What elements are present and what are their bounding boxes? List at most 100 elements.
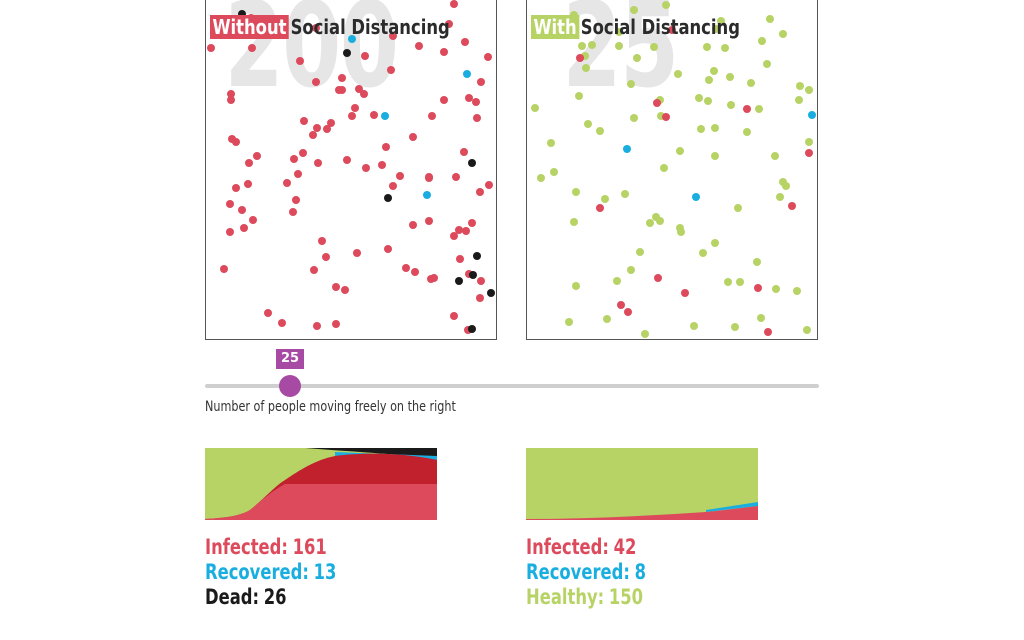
- infected-person-dot: [331, 283, 340, 292]
- infected-person-dot: [312, 78, 321, 87]
- healthy-person-dot: [710, 66, 719, 75]
- dead-person-dot: [343, 49, 352, 58]
- infected-person-dot: [450, 311, 459, 320]
- infected-person-dot: [352, 248, 361, 257]
- healthy-person-dot: [775, 193, 784, 202]
- healthy-person-dot: [771, 151, 780, 160]
- infected-person-dot: [654, 274, 663, 283]
- stats-without-distancing: Infected: 161 Recovered: 13 Dead: 26: [205, 535, 373, 610]
- infected-person-dot: [331, 320, 340, 329]
- infected-person-dot: [472, 114, 481, 123]
- stats-with-distancing: Infected: 42 Recovered: 8 Healthy: 150: [526, 535, 680, 610]
- infected-person-dot: [389, 182, 398, 190]
- healthy-person-dot: [549, 168, 558, 177]
- infected-person-dot: [763, 327, 772, 336]
- infected-person-dot: [596, 204, 605, 213]
- healthy-person-dot: [695, 94, 704, 103]
- infected-person-dot: [624, 307, 632, 316]
- infected-person-dot: [327, 118, 336, 127]
- infected-person-dot: [369, 110, 378, 119]
- healthy-person-dot: [766, 15, 775, 24]
- infected-person-dot: [294, 170, 303, 179]
- healthy-person-dot: [583, 119, 592, 128]
- healthy-person-dot: [659, 163, 668, 172]
- infected-person-dot: [291, 195, 300, 204]
- healthy-person-dot: [564, 317, 573, 326]
- infected-person-dot: [460, 147, 469, 156]
- healthy-person-dot: [615, 27, 624, 36]
- infected-person-dot: [440, 48, 449, 56]
- infected-person-dot: [313, 322, 322, 331]
- infected-person-dot: [338, 86, 347, 95]
- healthy-person-dot: [612, 277, 621, 286]
- healthy-person-dot: [600, 194, 609, 203]
- dead-person-dot: [237, 9, 246, 18]
- healthy-person-dot: [673, 69, 682, 78]
- healthy-stat: Healthy: 150: [526, 585, 644, 609]
- infected-person-dot: [804, 148, 813, 157]
- dead-person-dot: [486, 288, 495, 297]
- title-tag-with: With: [531, 15, 580, 39]
- healthy-person-dot: [772, 284, 781, 293]
- healthy-person-dot: [779, 29, 788, 38]
- infected-person-dot: [310, 265, 319, 274]
- healthy-person-dot: [710, 238, 719, 247]
- healthy-person-dot: [698, 249, 707, 258]
- healthy-person-dot: [629, 6, 638, 15]
- healthy-person-dot: [652, 213, 661, 222]
- infected-person-dot: [395, 172, 404, 181]
- healthy-person-dot: [726, 100, 735, 109]
- healthy-person-dot: [574, 91, 583, 100]
- infected-person-dot: [408, 221, 417, 230]
- healthy-person-dot: [710, 123, 719, 132]
- infected-person-dot: [322, 125, 331, 134]
- healthy-person-dot: [723, 278, 732, 287]
- infected-person-dot: [444, 20, 453, 29]
- slider-track[interactable]: [205, 384, 819, 388]
- healthy-person-dot: [703, 42, 712, 51]
- infected-person-dot: [408, 133, 417, 142]
- healthy-person-dot: [676, 228, 685, 237]
- infected-person-dot: [475, 187, 484, 196]
- healthy-person-dot: [763, 60, 772, 69]
- healthy-person-dot: [795, 95, 804, 104]
- infected-person-dot: [289, 207, 298, 216]
- title-text: Social Distancing: [290, 15, 450, 39]
- recovered-stat: Recovered: 13: [205, 560, 337, 584]
- healthy-person-dot: [536, 174, 545, 183]
- infected-person-dot: [383, 244, 392, 253]
- infected-person-dot: [295, 57, 304, 66]
- infected-person-dot: [252, 151, 261, 160]
- infected-person-dot: [477, 277, 486, 286]
- healthy-person-dot: [804, 86, 813, 95]
- healthy-person-dot: [756, 313, 765, 322]
- healthy-person-dot: [581, 51, 590, 60]
- healthy-person-dot: [627, 80, 636, 89]
- recovered-person-dot: [807, 111, 816, 120]
- healthy-person-dot: [758, 37, 767, 46]
- dead-person-dot: [473, 252, 482, 261]
- healthy-person-dot: [703, 96, 712, 105]
- title-tag-without: Without: [210, 15, 289, 39]
- infected-person-dot: [456, 255, 465, 264]
- recovered-person-dot: [623, 144, 632, 153]
- free-movers-slider[interactable]: 25: [205, 348, 819, 398]
- healthy-person-dot: [626, 265, 635, 274]
- recovered-person-dot: [691, 193, 700, 202]
- infected-person-dot: [313, 123, 322, 132]
- slider-handle[interactable]: [279, 375, 301, 397]
- infected-person-dot: [428, 111, 437, 120]
- healthy-person-dot: [735, 277, 744, 286]
- infected-person-dot: [617, 301, 626, 310]
- healthy-person-dot: [645, 218, 654, 227]
- infected-person-dot: [355, 85, 364, 94]
- infected-person-dot: [362, 164, 371, 173]
- healthy-person-dot: [796, 82, 805, 91]
- healthy-person-dot: [633, 53, 642, 62]
- infected-person-dot: [348, 111, 357, 120]
- infected-person-dot: [381, 142, 390, 151]
- infected-person-dot: [461, 227, 470, 236]
- healthy-person-dot: [569, 218, 578, 227]
- infected-person-dot: [451, 173, 460, 182]
- healthy-person-dot: [614, 42, 623, 51]
